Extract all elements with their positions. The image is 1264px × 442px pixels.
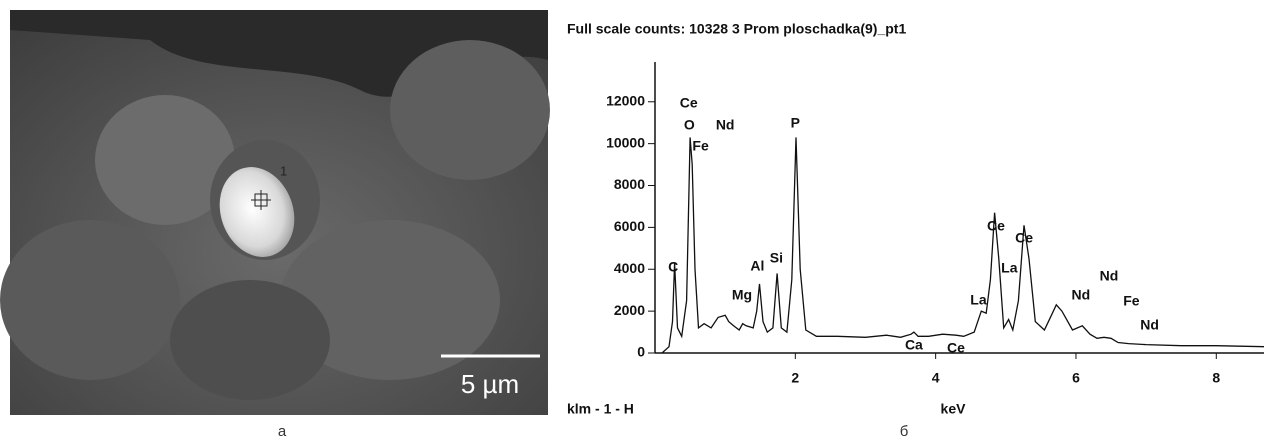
corner-label: klm - 1 - H [567, 401, 634, 417]
chart-title: Full scale counts: 10328 3 Prom ploschad… [567, 21, 906, 37]
peak-label: Nd [1072, 287, 1091, 303]
peak-label: Nd [1100, 268, 1119, 284]
x-tick-label: 8 [1212, 370, 1220, 386]
peak-label: Ce [947, 340, 965, 356]
peak-label: Ce [680, 95, 698, 111]
y-tick-label: 12000 [606, 92, 645, 108]
sem-image [0, 10, 550, 415]
peak-label: Mg [732, 287, 752, 303]
peak-label: Al [750, 258, 764, 274]
peak-label: Fe [692, 137, 709, 153]
caption: а [278, 423, 287, 440]
y-tick-label: 0 [637, 344, 645, 360]
x-tick-label: 6 [1072, 370, 1080, 386]
y-tick-label: 4000 [614, 260, 645, 276]
peak-label: C [668, 259, 678, 275]
y-tick-label: 6000 [614, 218, 645, 234]
peak-label: Nd [716, 117, 735, 133]
peak-label: P [791, 115, 800, 131]
peak-label: Si [770, 250, 783, 266]
y-tick-label: 8000 [614, 176, 645, 192]
peak-label: La [1001, 260, 1018, 276]
peak-label: Ce [987, 218, 1005, 234]
scale-bar-label: 5 µm [461, 369, 519, 399]
spectrum-line [661, 137, 1264, 354]
x-axis-label: keV [941, 401, 967, 417]
peak-label: Fe [1123, 293, 1140, 309]
peak-label: La [970, 292, 987, 308]
point-label: 1 [280, 163, 287, 178]
x-tick-label: 2 [791, 370, 799, 386]
caption: б [900, 423, 909, 440]
y-tick-label: 2000 [614, 302, 645, 318]
peak-label: O [684, 117, 695, 133]
x-tick-label: 4 [932, 370, 940, 386]
peak-label: Ce [1015, 230, 1033, 246]
peak-label: Ca [905, 337, 923, 353]
peak-label: Nd [1140, 317, 1159, 333]
y-tick-label: 10000 [606, 134, 645, 150]
